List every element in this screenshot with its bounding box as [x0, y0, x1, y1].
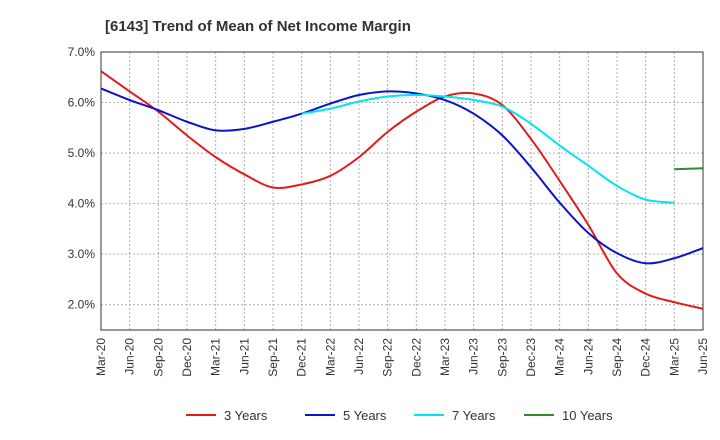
- x-tick-label: Jun-22: [352, 338, 366, 375]
- legend-label: 7 Years: [452, 408, 496, 423]
- x-tick-label: Mar-24: [553, 338, 567, 376]
- legend: 3 Years 5 Years 7 Years 10 Years: [186, 408, 613, 423]
- legend-item-5-years: 5 Years: [305, 408, 387, 423]
- y-tick-label: 5.0%: [68, 146, 96, 160]
- legend-label: 3 Years: [224, 408, 268, 423]
- x-tick-label: Dec-21: [295, 338, 309, 377]
- grid-layer: [100, 51, 704, 330]
- y-tick-label: 4.0%: [68, 197, 96, 211]
- x-tick-label: Sep-20: [151, 338, 165, 377]
- series-line-10-years: [674, 167, 704, 171]
- x-tick-label: Sep-22: [381, 338, 395, 377]
- x-tick-label: Mar-22: [323, 338, 337, 376]
- series-line-5-years: [100, 87, 704, 265]
- x-tick-label: Dec-20: [180, 338, 194, 377]
- x-tick-label: Sep-24: [610, 338, 624, 377]
- x-tick-label: Mar-21: [209, 338, 223, 376]
- x-tick-label: Mar-20: [94, 338, 108, 376]
- x-tick-label: Dec-22: [409, 338, 423, 377]
- series-line-3-years: [100, 70, 704, 310]
- y-tick-label: 6.0%: [68, 96, 96, 110]
- x-tick-label: Mar-25: [667, 338, 681, 376]
- y-tick-label: 3.0%: [68, 247, 96, 261]
- legend-item-3-years: 3 Years: [186, 408, 268, 423]
- x-tick-label: Jun-23: [467, 338, 481, 375]
- x-axis: Mar-20 Jun-20 Sep-20 Dec-20 Mar-21 Jun-21 Sep-…: [94, 338, 710, 377]
- x-tick-label: Dec-24: [639, 338, 653, 377]
- series-layer: [100, 70, 704, 310]
- x-tick-label: Jun-20: [123, 338, 137, 375]
- legend-label: 5 Years: [343, 408, 387, 423]
- plot-frame: [100, 51, 704, 331]
- y-tick-label: 7.0%: [68, 45, 96, 59]
- y-tick-label: 2.0%: [68, 298, 96, 312]
- x-tick-label: Dec-23: [524, 338, 538, 377]
- legend-label: 10 Years: [562, 408, 613, 423]
- y-axis: 2.0% 3.0% 4.0% 5.0% 6.0% 7.0%: [68, 45, 96, 312]
- x-tick-label: Jun-21: [237, 338, 251, 375]
- x-tick-label: Sep-23: [495, 338, 509, 377]
- series-line-7-years: [301, 93, 675, 204]
- x-tick-label: Jun-25: [696, 338, 710, 375]
- chart-title: [6143] Trend of Mean of Net Income Margi…: [105, 18, 411, 35]
- x-tick-label: Mar-23: [438, 338, 452, 376]
- legend-item-7-years: 7 Years: [414, 408, 496, 423]
- x-tick-label: Sep-21: [266, 338, 280, 377]
- x-tick-label: Jun-24: [581, 338, 595, 375]
- legend-item-10-years: 10 Years: [524, 408, 613, 423]
